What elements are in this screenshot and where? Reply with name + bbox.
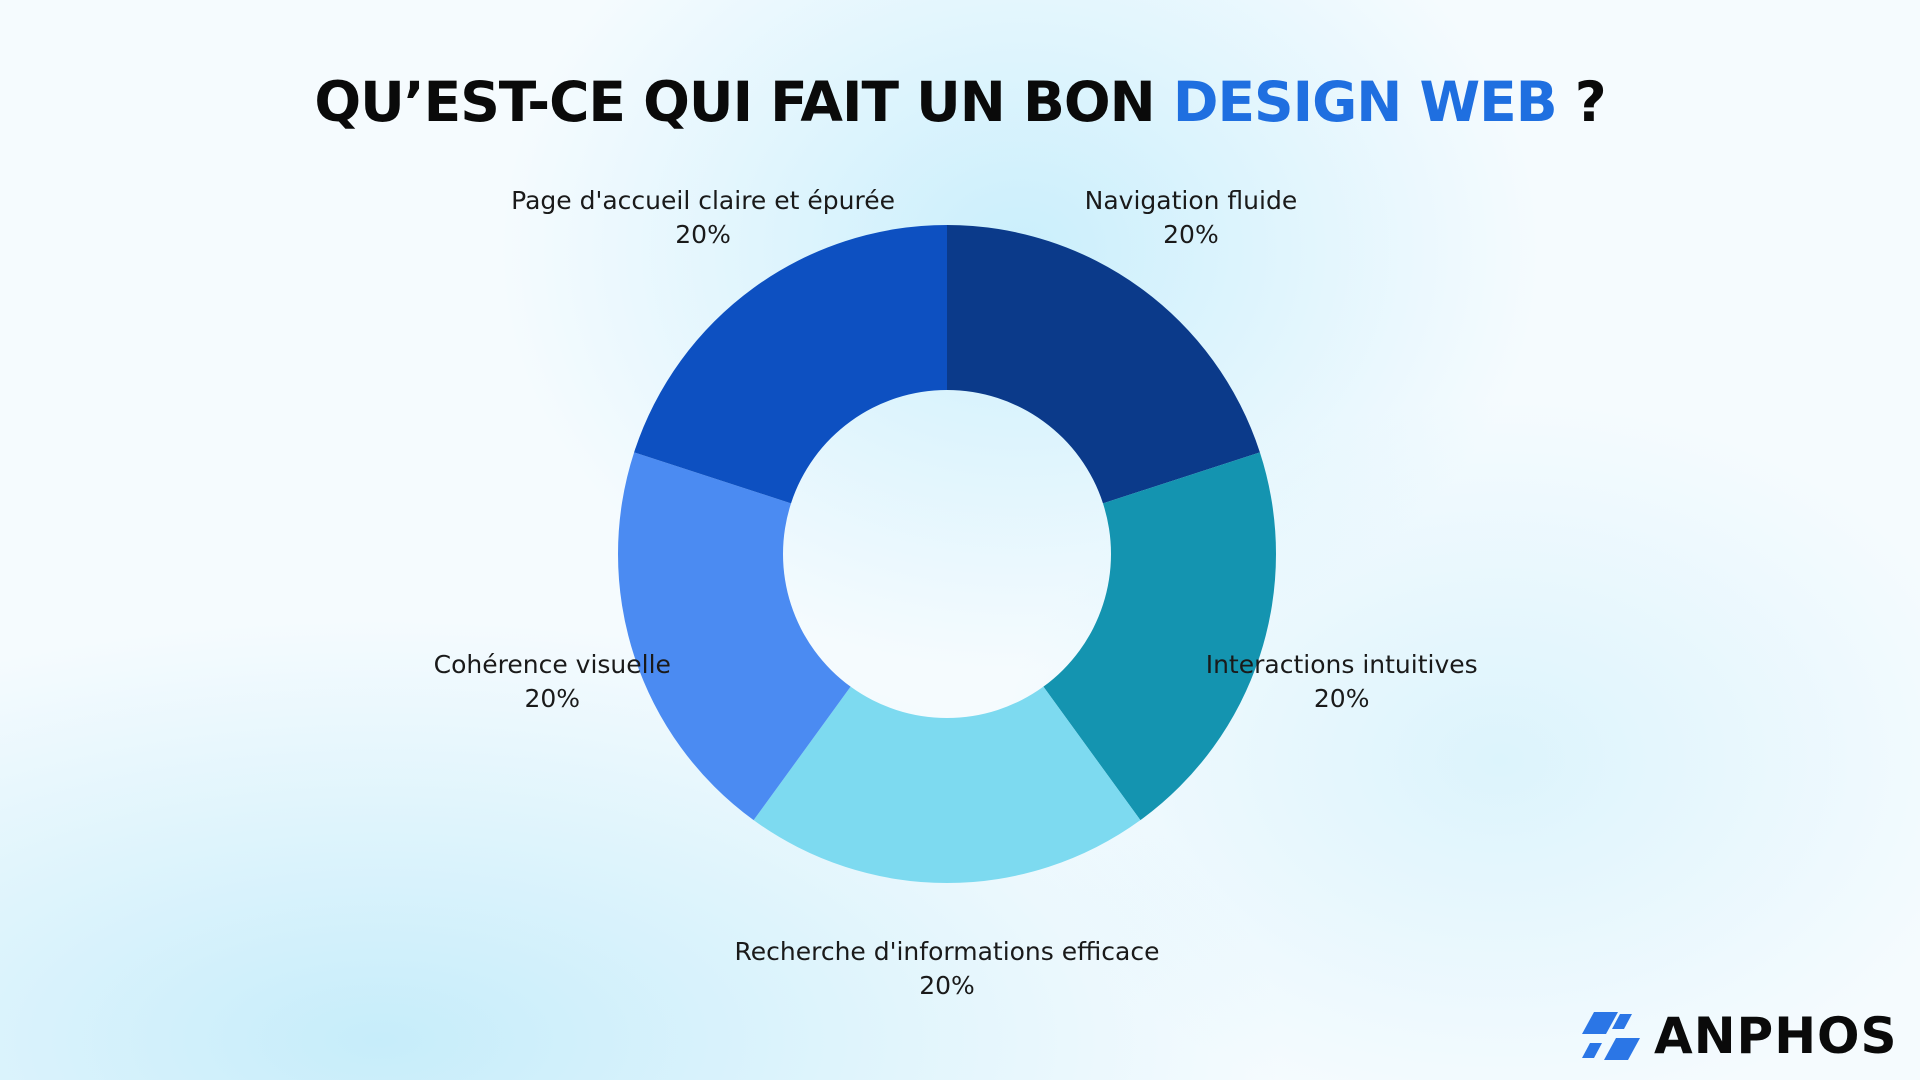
- chart-title-part2: ?: [1556, 70, 1607, 134]
- segment-category: Interactions intuitives: [1205, 650, 1478, 680]
- brand-name: ANPHOS: [1654, 1007, 1898, 1065]
- segment-value: 20%: [524, 684, 581, 714]
- double-chevron-logo-icon: [1582, 1012, 1640, 1060]
- segment-label-4: Cohérence visuelle 20%: [434, 648, 671, 716]
- segment-label-2: Interactions intuitives 20%: [1206, 648, 1478, 716]
- segment-value: 20%: [675, 220, 731, 250]
- donut-segment-4: [618, 452, 851, 821]
- segment-category: Navigation fluide: [1084, 186, 1298, 216]
- segment-category: Recherche d'informations efficace: [734, 937, 1160, 966]
- segment-value: 20%: [919, 971, 975, 1000]
- donut-segment-5: [634, 225, 947, 504]
- segment-label-1: Navigation fluide 20%: [1085, 184, 1298, 252]
- segment-value: 20%: [1313, 684, 1370, 714]
- donut-segment-3: [753, 686, 1141, 884]
- segment-value: 20%: [1163, 220, 1219, 250]
- donut-segment-1: [947, 225, 1260, 504]
- donut-segment-2: [1043, 452, 1276, 821]
- chart-title-part1: QU’EST-CE QUI FAIT UN BON: [314, 70, 1173, 134]
- segment-category: Cohérence visuelle: [433, 650, 671, 680]
- chart-title: QU’EST-CE QUI FAIT UN BON DESIGN WEB ?: [0, 70, 1920, 134]
- chart-title-highlight: DESIGN WEB: [1172, 70, 1558, 134]
- brand-logo: ANPHOS: [1580, 1007, 1898, 1065]
- segment-category: Page d'accueil claire et épurée: [511, 186, 895, 216]
- segment-label-3: Recherche d'informations efficace 20%: [735, 935, 1160, 1003]
- segment-label-5: Page d'accueil claire et épurée 20%: [511, 184, 895, 252]
